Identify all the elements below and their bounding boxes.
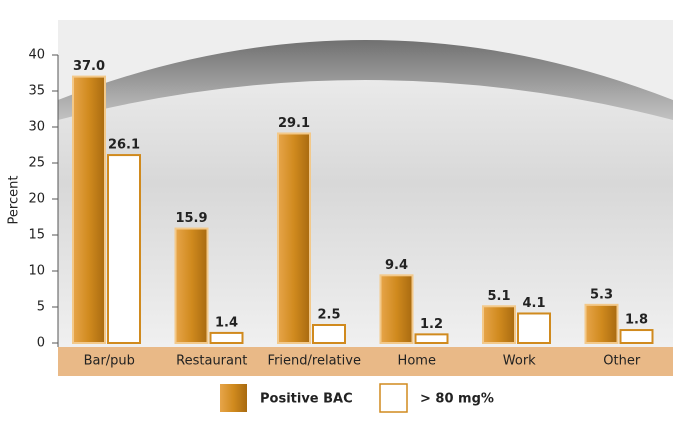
y-tick-label: 40	[28, 48, 45, 63]
y-tick-label: 35	[28, 84, 45, 99]
value-label: 4.1	[522, 296, 545, 311]
y-tick-label: 25	[28, 156, 45, 171]
bar	[277, 132, 311, 344]
x-tick-label: Friend/relative	[268, 354, 361, 369]
value-label: 9.4	[385, 258, 408, 273]
value-label: 2.5	[317, 308, 340, 323]
value-label: 1.2	[420, 317, 443, 332]
bar	[414, 333, 449, 344]
bar	[584, 303, 619, 344]
x-tick-label: Work	[503, 354, 536, 369]
y-tick-label: 20	[28, 192, 45, 207]
value-label: 15.9	[175, 211, 207, 226]
bar	[107, 154, 141, 344]
bar	[619, 329, 654, 345]
bar	[517, 312, 551, 345]
y-tick-label: 15	[28, 228, 45, 243]
bar	[379, 274, 414, 345]
x-tick-label: Restaurant	[176, 354, 247, 369]
value-label: 29.1	[278, 116, 310, 131]
x-tick-label: Other	[603, 354, 641, 369]
backdrop	[58, 40, 673, 120]
x-tick-label: Home	[398, 354, 436, 369]
category-strip	[58, 347, 673, 376]
bar	[174, 227, 209, 345]
value-label: 26.1	[108, 138, 140, 153]
y-tick-label: 0	[37, 336, 45, 351]
y-axis-label: Percent	[7, 176, 22, 225]
bar	[72, 75, 106, 344]
value-label: 1.4	[215, 315, 238, 330]
y-tick-label: 10	[28, 264, 45, 279]
bar	[312, 324, 346, 344]
y-tick-label: 5	[37, 300, 45, 315]
value-label: 1.8	[625, 313, 648, 328]
legend-label: Positive BAC	[260, 392, 353, 407]
bar	[209, 331, 244, 345]
value-label: 5.1	[487, 289, 510, 304]
bar	[482, 305, 516, 344]
y-tick-label: 30	[28, 120, 45, 135]
value-label: 37.0	[73, 59, 105, 74]
legend-swatch	[220, 384, 247, 412]
backdrop	[58, 20, 673, 100]
legend-swatch	[379, 383, 408, 413]
legend-label: > 80 mg%	[420, 392, 494, 407]
value-label: 5.3	[590, 287, 613, 302]
x-tick-label: Bar/pub	[84, 354, 135, 369]
